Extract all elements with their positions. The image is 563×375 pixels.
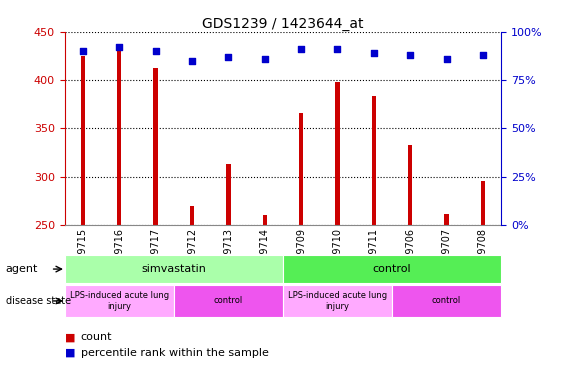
Bar xyxy=(481,181,485,225)
Bar xyxy=(336,82,339,225)
Point xyxy=(442,56,451,62)
Text: control: control xyxy=(432,296,461,305)
Bar xyxy=(372,96,376,225)
Bar xyxy=(444,214,449,225)
Point xyxy=(260,56,269,62)
Text: disease state: disease state xyxy=(6,296,71,306)
Bar xyxy=(154,68,158,225)
Text: control: control xyxy=(214,296,243,305)
Bar xyxy=(262,215,267,225)
Point xyxy=(151,48,160,54)
Point xyxy=(369,50,378,56)
Title: GDS1239 / 1423644_at: GDS1239 / 1423644_at xyxy=(202,17,364,31)
Point xyxy=(187,58,196,64)
Text: ■: ■ xyxy=(65,333,75,342)
Point xyxy=(479,52,488,58)
Point xyxy=(78,48,87,54)
Point xyxy=(406,52,415,58)
Point xyxy=(224,54,233,60)
Text: LPS-induced acute lung
injury: LPS-induced acute lung injury xyxy=(288,291,387,310)
Bar xyxy=(117,51,122,225)
Bar xyxy=(81,56,85,225)
Text: percentile rank within the sample: percentile rank within the sample xyxy=(81,348,269,357)
Text: control: control xyxy=(373,264,412,274)
Bar xyxy=(408,145,412,225)
Text: agent: agent xyxy=(6,264,38,274)
Bar xyxy=(226,164,231,225)
Text: ■: ■ xyxy=(65,348,75,357)
Text: count: count xyxy=(81,333,112,342)
Point xyxy=(297,46,306,52)
Point xyxy=(333,46,342,52)
Text: simvastatin: simvastatin xyxy=(141,264,206,274)
Bar xyxy=(299,113,303,225)
Bar xyxy=(190,206,194,225)
Text: LPS-induced acute lung
injury: LPS-induced acute lung injury xyxy=(70,291,169,310)
Point xyxy=(115,44,124,50)
